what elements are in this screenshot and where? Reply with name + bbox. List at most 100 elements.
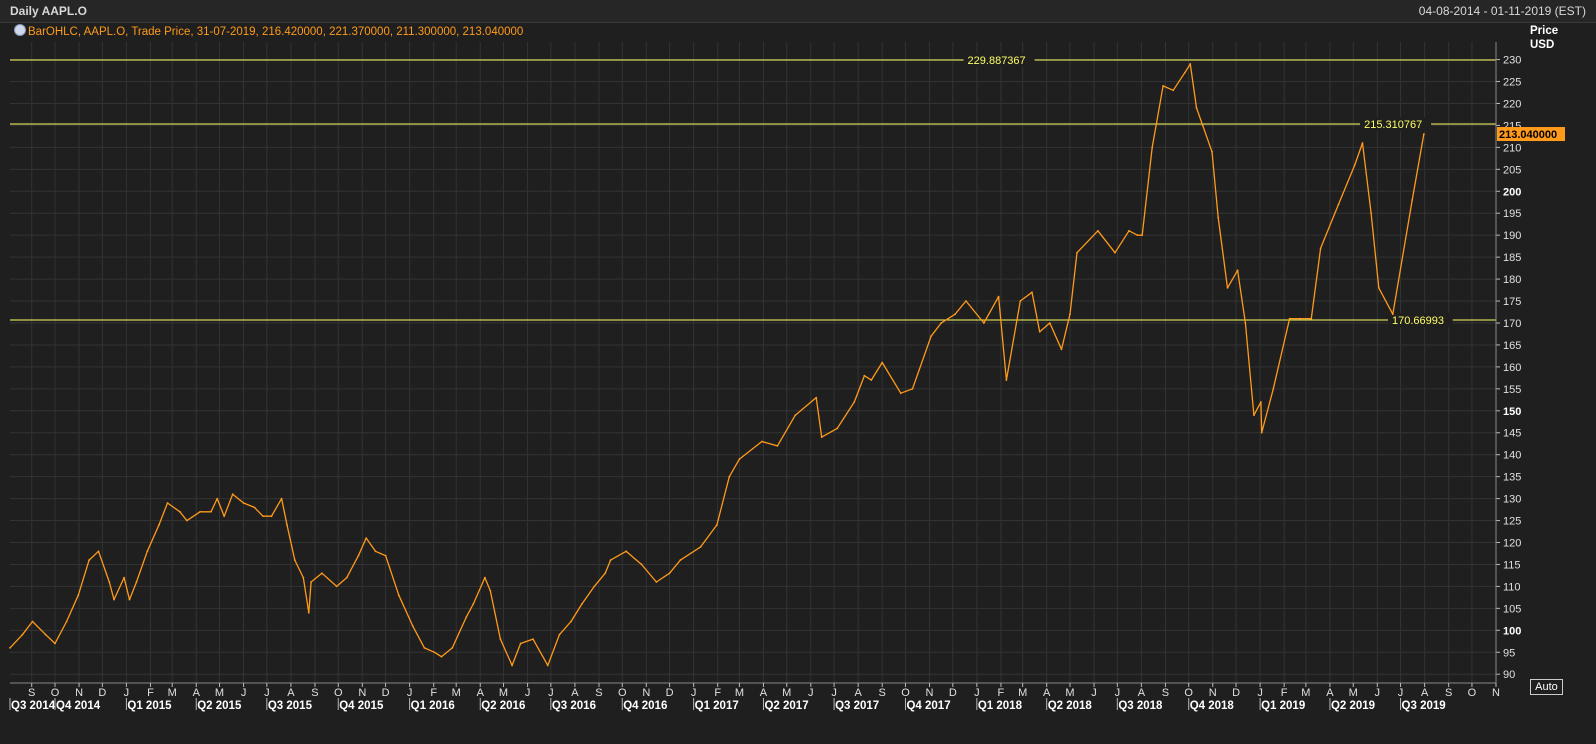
price-point [1288,317,1291,320]
price-point [511,664,513,667]
horizontal-line-label: 229.887367 [968,55,1026,67]
price-point [699,545,702,548]
legend-text: BarOHLC, AAPL.O, Trade Price, 31-07-2019… [28,26,524,38]
price-point [1031,291,1033,294]
x-month-label: N [642,687,650,699]
x-month-label: O [334,687,343,699]
y-tick-label: 155 [1503,384,1521,396]
x-month-label: J [974,687,980,699]
x-month-label: F [147,687,154,699]
price-point [499,638,502,640]
y-tick-label: 110 [1503,581,1521,593]
x-quarter-label: Q1 2016 [411,700,455,712]
price-point [1353,164,1356,166]
x-month-label: J [1398,687,1404,699]
price-point [483,576,486,579]
x-month-label: A [287,687,295,699]
price-point [88,559,91,561]
price-point [1076,251,1078,254]
x-month-label: J [691,687,697,699]
price-point [1391,313,1394,316]
price-point [519,642,522,645]
x-month-label: M [215,687,224,699]
price-point [836,427,839,430]
x-month-label: D [949,687,957,699]
price-point [293,559,296,561]
x-month-label: F [430,687,437,699]
x-month-label: A [1326,687,1334,699]
price-point [1422,133,1425,136]
unit-label: USD [1530,39,1555,51]
x-month-label: J [124,687,130,699]
x-month-label: M [452,687,461,699]
price-point [1244,322,1247,324]
x-quarter-label: Q4 2018 [1190,700,1235,712]
price-point [1151,146,1154,149]
price-point [558,633,561,636]
horizontal-line-label-bg [1388,313,1453,328]
price-point [853,401,856,403]
price-point [321,572,323,575]
price-point [1201,124,1204,127]
x-month-label: A [193,687,201,699]
x-quarter-label: Q2 2018 [1048,700,1093,712]
grid [10,42,1497,683]
price-point [1211,150,1213,153]
x-month-label: J [407,687,413,699]
price-point [286,524,288,526]
x-month-label: O [51,687,60,699]
price-point [199,510,202,513]
x-month-label: S [1445,687,1452,699]
price-point [1189,63,1192,65]
price-point [1128,229,1130,232]
price-point [1172,89,1175,92]
price-point [655,581,658,583]
x-quarter-label: Q2 2016 [481,700,525,712]
price-point [1195,106,1198,109]
series-legend[interactable]: BarOHLC, AAPL.O, Trade Price, 31-07-2019… [14,24,523,40]
x-month-label: S [311,687,318,699]
price-point [679,559,682,561]
price-point [158,524,160,526]
price-point [668,572,671,575]
x-month-label: A [1421,687,1429,699]
title-bar: Daily AAPL.O 04-08-2014 - 01-11-2019 (ES… [0,0,1596,23]
x-month-label: S [879,687,886,699]
x-month-label: D [382,687,390,699]
x-month-label: N [926,687,934,699]
price-point [1114,251,1116,254]
auto-scale-button[interactable]: Auto [1530,679,1563,695]
last-price-badge: 213.040000 [1497,127,1565,142]
horizontal-line-label: 170.66993 [1392,315,1444,327]
price-point [384,554,387,557]
horizontal-line-label-bg [1360,117,1432,132]
x-month-label: J [808,687,814,699]
y-tick-label: 120 [1503,538,1521,550]
price-point [128,598,131,601]
y-tick-label: 210 [1503,142,1521,154]
price-point [108,581,111,583]
price-point [593,585,596,588]
x-month-label: O [1468,687,1477,699]
last-price-label: 213.040000 [1499,129,1557,141]
price-point [863,374,866,377]
price-label: Price [1530,25,1559,37]
x-month-label: N [358,687,366,699]
price-point [21,633,24,636]
price-point [776,445,779,447]
plot-area [10,42,1496,683]
price-point [728,475,731,478]
x-month-label: N [1209,687,1217,699]
price-point [397,594,400,597]
price-point [465,616,468,619]
x-month-label: A [477,687,485,699]
price-point [242,502,245,504]
price-point [1236,269,1239,272]
y-tick-label: 115 [1503,559,1521,571]
y-tick-label: 200 [1503,186,1521,198]
x-quarter-label: Q3 2014 [11,700,56,712]
price-point [365,537,368,540]
clock-icon[interactable] [14,24,26,36]
